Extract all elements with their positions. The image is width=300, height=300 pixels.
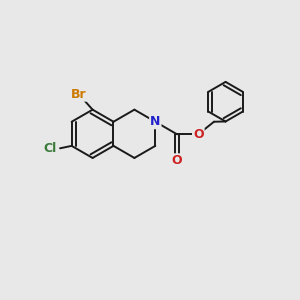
Text: O: O (172, 154, 182, 167)
Text: Br: Br (71, 88, 86, 101)
Text: O: O (193, 128, 204, 141)
Text: N: N (150, 115, 160, 128)
Text: Cl: Cl (44, 142, 57, 155)
